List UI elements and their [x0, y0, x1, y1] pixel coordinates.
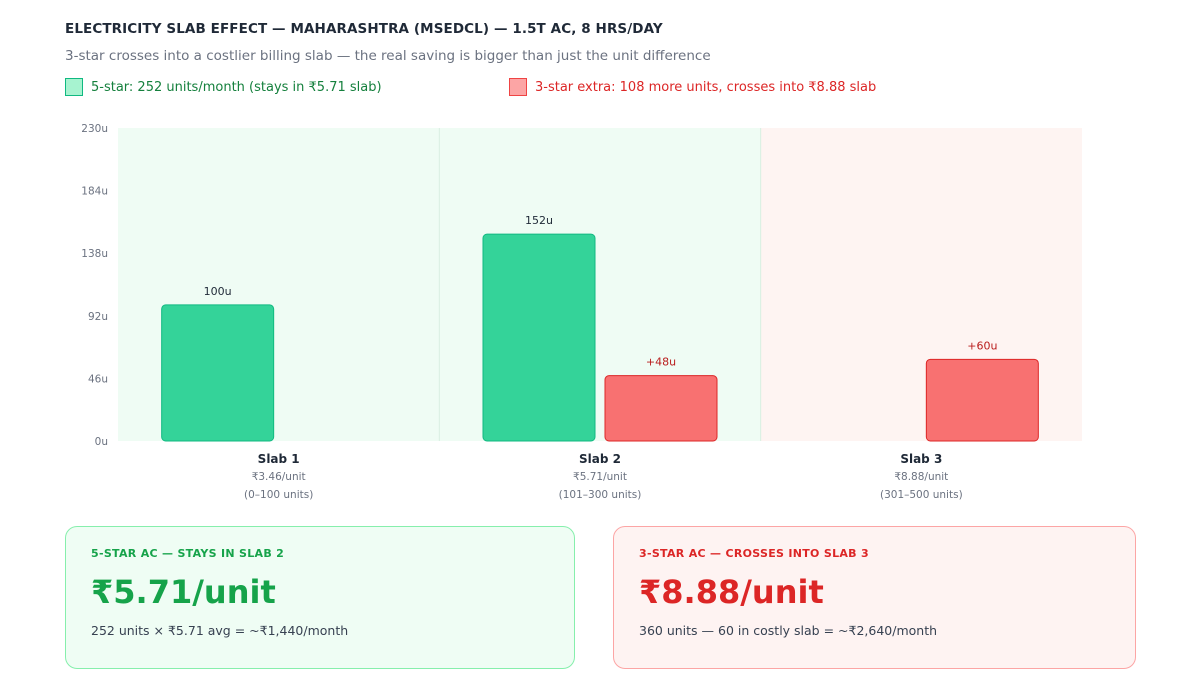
category-label: Slab 3	[900, 452, 942, 466]
legend-three-star: 3-star extra: 108 more units, crosses in…	[509, 78, 876, 96]
chart-subtitle: 3-star crosses into a costlier billing s…	[65, 48, 711, 64]
legend-swatch-red	[509, 78, 527, 96]
legend-five-star-label: 5-star: 252 units/month (stays in ₹5.71 …	[91, 79, 382, 95]
y-tick-label: 0u	[95, 436, 108, 448]
category-range: (301–500 units)	[880, 489, 963, 501]
y-tick-label: 138u	[81, 248, 108, 260]
category-label: Slab 1	[258, 452, 300, 466]
y-tick-label: 230u	[81, 123, 108, 135]
chart-title: ELECTRICITY SLAB EFFECT — MAHARASHTRA (M…	[65, 21, 663, 37]
bar-three-star-extra	[925, 358, 1039, 442]
category-range: (0–100 units)	[244, 489, 313, 501]
bar-five-star	[161, 304, 275, 442]
legend-five-star: 5-star: 252 units/month (stays in ₹5.71 …	[65, 78, 382, 96]
bar-data-label: 152u	[525, 214, 553, 227]
legend-three-star-label: 3-star extra: 108 more units, crosses in…	[535, 79, 877, 95]
category-range: (101–300 units)	[559, 489, 642, 501]
category-rate: ₹8.88/unit	[894, 471, 948, 483]
category-rate: ₹5.71/unit	[573, 471, 627, 483]
five-star-card-value: ₹5.71/unit	[91, 573, 276, 611]
bar-five-star	[482, 233, 596, 442]
five-star-card-note: 252 units × ₹5.71 avg = ~₹1,440/month	[91, 623, 349, 638]
bar-data-label: 100u	[204, 285, 232, 298]
three-star-card-value: ₹8.88/unit	[639, 573, 824, 611]
y-tick-label: 184u	[81, 186, 108, 198]
three-star-card: 3-STAR AC — CROSSES INTO SLAB 3 ₹8.88/un…	[613, 526, 1136, 669]
three-star-card-note: 360 units — 60 in costly slab = ~₹2,640/…	[639, 623, 938, 638]
bar-three-star-extra	[604, 375, 718, 442]
bar-data-label: +60u	[967, 339, 997, 352]
three-star-card-label: 3-STAR AC — CROSSES INTO SLAB 3	[639, 547, 869, 560]
five-star-card-label: 5-STAR AC — STAYS IN SLAB 2	[91, 547, 285, 560]
y-tick-label: 92u	[88, 311, 108, 323]
legend-swatch-green	[65, 78, 83, 96]
y-tick-label: 46u	[88, 373, 108, 385]
five-star-card: 5-STAR AC — STAYS IN SLAB 2 ₹5.71/unit 2…	[65, 526, 575, 669]
bar-data-label: +48u	[646, 356, 676, 369]
slab-bar-chart: 0u 46u 92u 138u 184u 230u 100u Slab 1 ₹3.46/unit…	[81, 123, 1082, 501]
category-label: Slab 2	[579, 452, 621, 466]
category-rate: ₹3.46/unit	[252, 471, 306, 483]
